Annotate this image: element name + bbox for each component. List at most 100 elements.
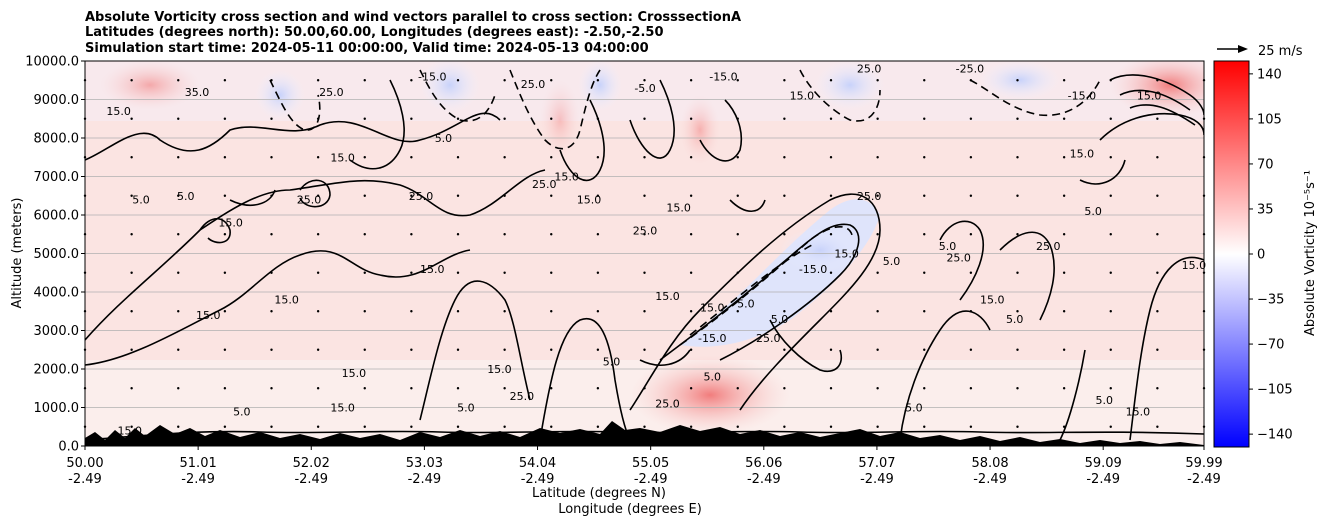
contour-label: 15.0	[790, 90, 815, 103]
wind-vector	[270, 233, 273, 236]
wind-vector	[1016, 156, 1019, 159]
wind-vector	[689, 194, 693, 197]
wind-vector	[1109, 310, 1112, 313]
wind-vector	[643, 79, 646, 82]
wind-vector	[410, 194, 413, 197]
contour-label: 5.0	[233, 405, 251, 418]
wind-vector	[1109, 156, 1112, 159]
y-tick-label: 3000.0	[34, 324, 80, 339]
wind-vector	[1062, 387, 1066, 390]
wind-vector	[736, 233, 739, 236]
wind-vector	[316, 233, 320, 236]
quiver-key: 25 m/s	[1217, 44, 1303, 59]
wind-vector	[689, 271, 693, 274]
wind-vector	[596, 387, 600, 390]
wind-vector	[969, 425, 973, 428]
colorbar-tick-label: 140	[1257, 67, 1282, 82]
wind-vector	[316, 310, 320, 313]
wind-vector	[130, 194, 133, 197]
wind-vector	[1062, 117, 1066, 120]
contour-label: 25.0	[521, 78, 546, 91]
wind-vector	[410, 387, 413, 390]
wind-vector	[363, 194, 366, 197]
wind-vector	[736, 310, 739, 313]
wind-vector	[550, 233, 553, 236]
wind-vector	[1016, 425, 1019, 428]
wind-vector	[177, 348, 180, 351]
wind-vector	[596, 156, 600, 159]
wind-vector	[829, 233, 833, 236]
contour-label: 5.0	[704, 371, 722, 384]
contour-label: 25.0	[655, 398, 680, 411]
contour-label: 15.0	[420, 263, 445, 276]
wind-vector	[550, 310, 553, 313]
x-tick-label-lon: -2.49	[521, 472, 555, 487]
colorbar-tick-label: 105	[1257, 112, 1282, 127]
wind-vector	[177, 233, 180, 236]
wind-vector	[130, 310, 133, 313]
wind-vector	[1062, 156, 1066, 159]
wind-vector	[130, 117, 133, 120]
wind-vector	[550, 194, 553, 197]
wind-vector	[643, 348, 646, 351]
wind-vector	[969, 348, 973, 351]
wind-vector	[410, 425, 413, 428]
wind-vector	[969, 387, 973, 390]
contour-label: -25.0	[956, 63, 984, 76]
wind-vector	[643, 425, 646, 428]
wind-vector	[1156, 425, 1159, 428]
x-tick-label-lat: 52.02	[293, 456, 330, 471]
x-tick-label-lat: 59.09	[1085, 456, 1122, 471]
x-tick-label-lon: -2.49	[294, 472, 328, 487]
wind-vector	[596, 233, 600, 236]
wind-vector	[456, 348, 460, 351]
contour-label: 15.0	[330, 151, 355, 164]
y-tick-label: 4000.0	[34, 286, 80, 301]
wind-vector	[177, 387, 180, 390]
x-tick-label-lon: -2.49	[68, 472, 102, 487]
wind-vector	[596, 194, 600, 197]
wind-vector	[177, 117, 180, 120]
wind-vector	[876, 156, 879, 159]
wind-vector	[503, 117, 506, 120]
wind-vector	[456, 425, 460, 428]
contour-label: 25.0	[857, 190, 882, 203]
wind-vector	[456, 387, 460, 390]
wind-vector	[643, 271, 646, 274]
wind-vector	[1109, 117, 1112, 120]
wind-vector	[829, 194, 833, 197]
wind-vector	[177, 310, 180, 313]
contour-labels: 5.0 5.015.015.015.025.015.015.015.025.05.…	[106, 63, 1206, 438]
contour-label: -5.0	[634, 82, 655, 95]
wind-vector	[503, 233, 506, 236]
contour-label: -15.0	[1068, 90, 1096, 103]
wind-vector	[223, 271, 227, 274]
contour-label: 15.0	[218, 217, 243, 230]
x-tick-label-lat: 58.08	[971, 456, 1008, 471]
wind-vector	[410, 156, 413, 159]
wind-vector	[503, 79, 506, 82]
wind-vector	[223, 194, 227, 197]
contour-label: 25.0	[510, 390, 535, 403]
wind-vector	[363, 348, 366, 351]
contour-label: 5.0	[435, 132, 453, 145]
y-tick-label: 8000.0	[34, 132, 80, 147]
wind-vector	[270, 156, 273, 159]
x-tick-label-lat: 54.04	[519, 456, 556, 471]
wind-vector	[1156, 194, 1159, 197]
x-tick-label-lat: 57.07	[858, 456, 895, 471]
wind-vector	[1016, 117, 1019, 120]
contour-label: 25.0	[532, 178, 557, 191]
wind-vector	[130, 233, 133, 236]
wind-vector	[363, 387, 366, 390]
wind-vector	[316, 387, 320, 390]
wind-vector	[829, 117, 833, 120]
wind-vector	[923, 271, 926, 274]
contour-label: 5.0	[1006, 313, 1024, 326]
wind-vector	[456, 79, 460, 82]
wind-vector	[829, 79, 833, 82]
wind-vector	[177, 156, 180, 159]
wind-vector	[223, 79, 227, 82]
contour-label: 15.0	[1070, 147, 1095, 160]
contour-label: 5.0	[883, 255, 901, 268]
